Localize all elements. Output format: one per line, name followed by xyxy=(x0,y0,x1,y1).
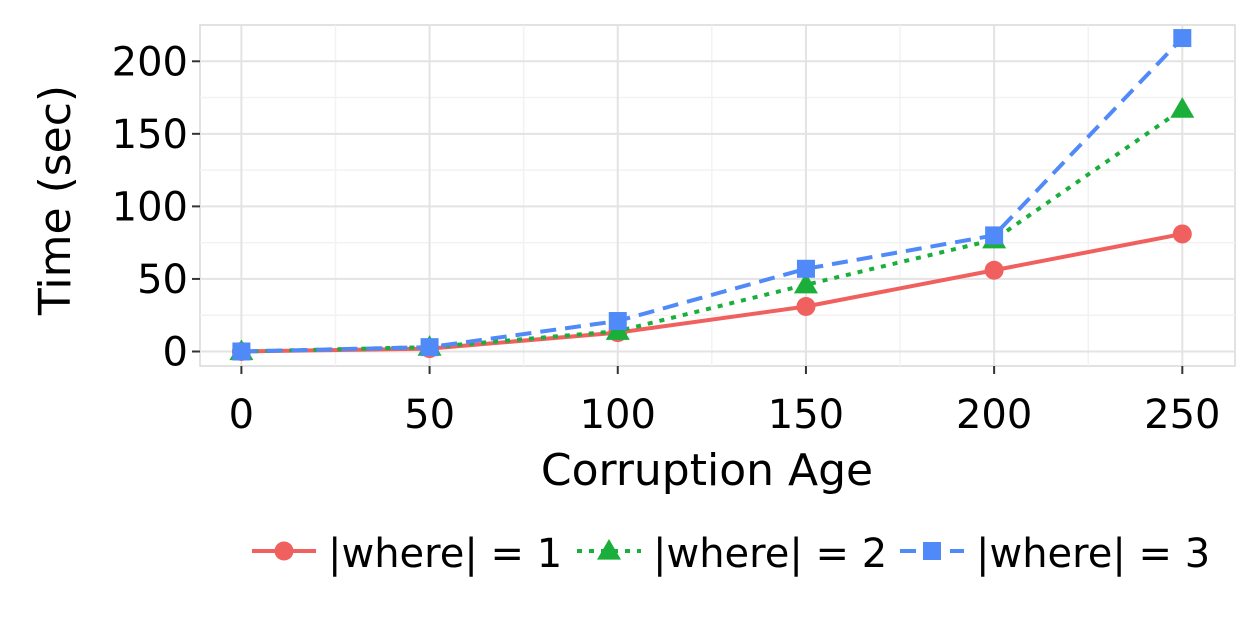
legend-label: |where| = 2 xyxy=(653,531,887,577)
legend-label: |where| = 3 xyxy=(976,531,1210,577)
series-layer xyxy=(229,29,1195,361)
data-point xyxy=(232,342,251,361)
legend-marker xyxy=(597,539,621,560)
legend: |where| = 1 |where| = 2 |where| = 3 xyxy=(252,531,1210,577)
legend-marker xyxy=(274,541,294,561)
x-axis: 0 50 100 150 200 250 xyxy=(229,366,1220,438)
data-point xyxy=(985,226,1004,245)
major-grid xyxy=(200,25,1235,366)
legend-item-1: |where| = 1 xyxy=(252,531,562,577)
x-axis-title: Corruption Age xyxy=(541,445,873,496)
x-tick-label: 50 xyxy=(404,392,455,438)
minor-grid xyxy=(200,25,1235,366)
x-tick-label: 200 xyxy=(956,392,1032,438)
data-point xyxy=(1172,224,1192,244)
x-tick-label: 100 xyxy=(580,392,656,438)
legend-item-3: |where| = 3 xyxy=(900,531,1210,577)
data-point xyxy=(1173,29,1192,48)
y-tick-label: 150 xyxy=(112,112,188,158)
y-axis-title: Time (sec) xyxy=(30,85,81,316)
data-point xyxy=(1170,97,1195,118)
y-tick-label: 200 xyxy=(112,39,188,85)
data-point xyxy=(420,338,439,357)
data-point xyxy=(793,272,818,294)
data-point xyxy=(796,259,815,278)
x-tick-label: 250 xyxy=(1144,392,1220,438)
series-3 xyxy=(232,29,1192,361)
x-tick-label: 0 xyxy=(229,392,254,438)
data-point xyxy=(796,297,816,317)
legend-marker xyxy=(923,542,941,560)
legend-label: |where| = 1 xyxy=(328,531,562,577)
x-tick-label: 150 xyxy=(768,392,844,438)
y-tick-label: 100 xyxy=(112,184,188,230)
y-tick-label: 50 xyxy=(137,257,188,303)
series-line-3 xyxy=(241,36,1184,354)
y-tick-label: 0 xyxy=(163,329,188,375)
data-point xyxy=(984,260,1004,280)
legend-item-2: |where| = 2 xyxy=(577,531,887,577)
y-axis: 0 50 100 150 200 xyxy=(112,39,200,375)
data-point xyxy=(608,312,627,331)
panel-background xyxy=(199,24,1236,367)
